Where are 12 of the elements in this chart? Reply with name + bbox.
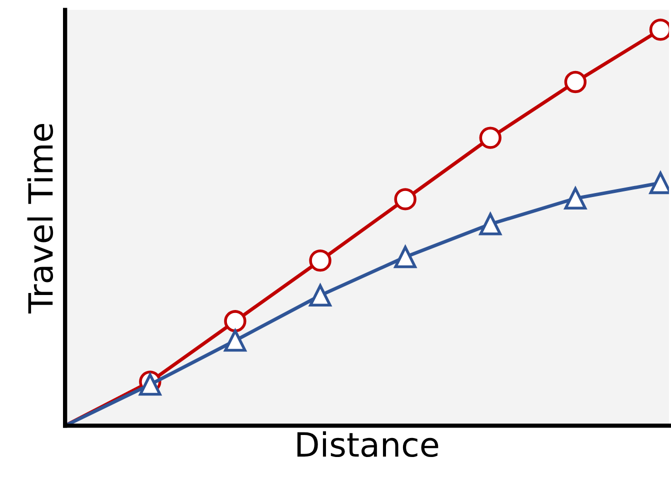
point: [309, 249, 332, 272]
point: [394, 188, 416, 210]
x-axis-title: Distance: [297, 431, 438, 458]
point: [224, 329, 246, 352]
y-axis-title: Travel Time: [27, 124, 54, 314]
point: [564, 70, 587, 94]
point: [479, 126, 502, 149]
point: [479, 213, 502, 236]
point: [309, 284, 332, 307]
point: [224, 310, 246, 332]
point: [394, 246, 416, 268]
point: [564, 187, 587, 210]
